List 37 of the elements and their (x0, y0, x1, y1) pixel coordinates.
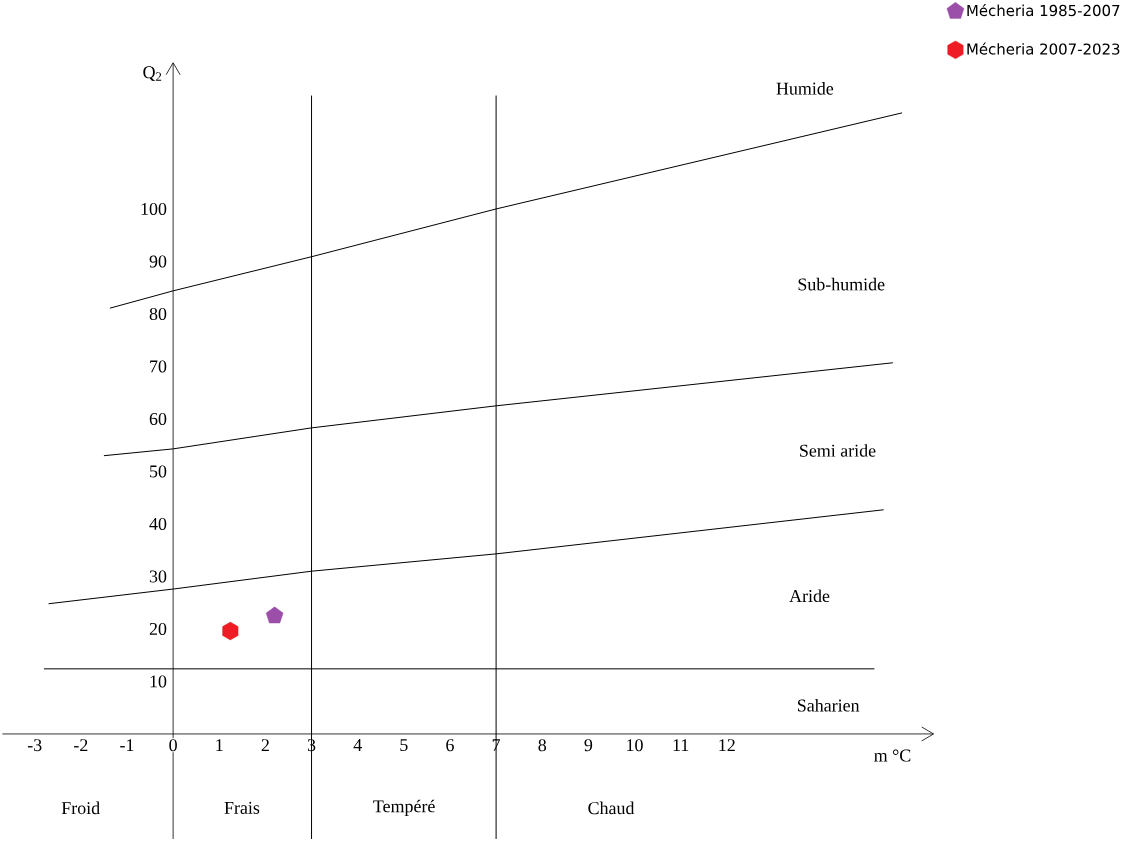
y-tick-label: 20 (149, 622, 167, 636)
annotation: Humide (776, 82, 834, 95)
y-tick-label: 10 (150, 675, 167, 688)
legend-label: Mécheria 2007-2023 (967, 42, 1120, 55)
y-tick-label: 40 (149, 517, 167, 531)
x-tick-label: 2 (261, 739, 269, 752)
legend-label: Mécheria 1985-2007 (967, 3, 1120, 17)
annotation: Chaud (588, 801, 635, 815)
x-tick-label: 12 (719, 739, 735, 752)
x-tick-label: -3 (27, 739, 42, 752)
x-tick-label: 9 (584, 739, 593, 752)
annotation: Semi aride (800, 444, 876, 457)
x-tick-label: 4 (353, 739, 362, 751)
x-axis-title: m °C (874, 749, 911, 762)
annotation: Sub-humide (798, 277, 885, 291)
y-tick-label: 100 (141, 202, 167, 216)
x-tick-label: 0 (169, 739, 177, 752)
x-tick-label: 1 (216, 739, 223, 751)
x-tick-label: 10 (627, 739, 643, 752)
x-tick-label: -2 (74, 739, 88, 752)
y-tick-label: 60 (149, 412, 167, 426)
x-tick-label: 8 (538, 739, 547, 752)
x-tick-label: 11 (673, 739, 689, 751)
x-tick-label: -1 (120, 739, 134, 751)
annotation: Froid (61, 801, 100, 815)
annotation: Tempéré (373, 799, 435, 817)
annotation: Frais (224, 801, 260, 814)
y-tick-label: 70 (150, 360, 167, 373)
y-tick-label: 90 (149, 255, 167, 268)
y-tick-label: 50 (150, 465, 167, 478)
y-axis-title: Q$_{2}$ (143, 66, 162, 82)
x-tick-label: 6 (446, 739, 454, 752)
y-tick-label: 30 (149, 570, 167, 583)
annotation: Saharien (798, 699, 860, 712)
y-tick-label: 80 (149, 307, 167, 321)
x-tick-label: 5 (400, 739, 408, 752)
annotation: Aride (789, 589, 830, 603)
